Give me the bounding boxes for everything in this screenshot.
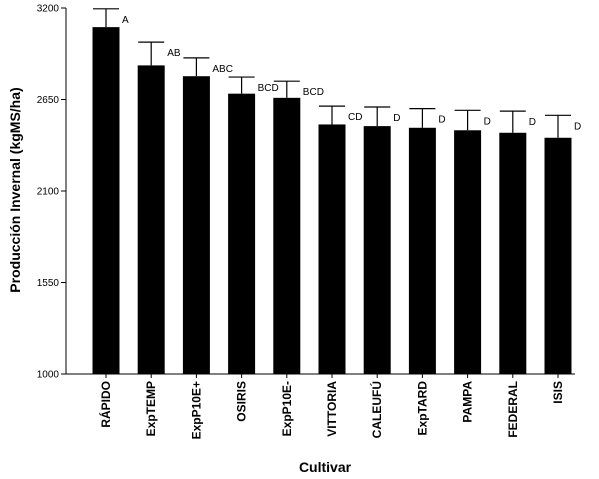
x-tick-label: ExpTARD xyxy=(415,381,429,436)
x-tick-label: RÁPIDO xyxy=(98,381,113,428)
labels: A RÁPIDO AB ExpTEMP ABC ExpP10E+ BCD OSIRIS BCD E… xyxy=(98,15,581,440)
x-tick-label: VITTORIA xyxy=(325,381,339,437)
significance-label: AB xyxy=(167,48,181,59)
bar xyxy=(544,137,572,374)
significance-label: BCD xyxy=(258,83,279,94)
x-tick-label: ExpP10E- xyxy=(280,381,294,436)
y-axis-title: Producción Invernal (kgMS/ha) xyxy=(7,87,23,292)
y-tick-label: 1550 xyxy=(37,278,60,289)
y-tick-label: 2100 xyxy=(37,187,60,198)
significance-label: D xyxy=(438,115,445,126)
x-axis-title: Cultivar xyxy=(299,459,352,475)
y-tick-label: 1000 xyxy=(37,370,60,381)
significance-label: A xyxy=(122,15,129,26)
x-tick-label: FEDERAL xyxy=(506,381,520,438)
y-tick-label: 3200 xyxy=(37,4,60,15)
x-tick-label: ExpTEMP xyxy=(144,381,158,436)
significance-label: D xyxy=(484,116,491,127)
bar xyxy=(273,97,301,374)
significance-label: D xyxy=(529,117,536,128)
x-tick-label: ExpP10E+ xyxy=(189,381,203,439)
bars xyxy=(92,8,572,375)
significance-label: CD xyxy=(348,112,362,123)
bar xyxy=(92,27,120,375)
x-tick-label: ISIS xyxy=(551,381,565,404)
x-tick-label: PAMPA xyxy=(461,381,475,423)
bar xyxy=(363,126,391,374)
bar xyxy=(228,93,256,374)
x-tick-label: CALEUFÚ xyxy=(369,381,384,438)
bar xyxy=(408,127,436,374)
bar xyxy=(454,130,482,374)
significance-label: D xyxy=(393,113,400,124)
significance-label: D xyxy=(574,121,581,132)
bar xyxy=(137,65,165,375)
bar xyxy=(182,76,210,374)
significance-label: BCD xyxy=(303,87,324,98)
y-tick-label: 2650 xyxy=(37,95,60,106)
bar xyxy=(499,132,527,374)
bar xyxy=(318,124,346,374)
significance-label: ABC xyxy=(212,64,233,75)
x-tick-label: OSIRIS xyxy=(235,381,249,422)
